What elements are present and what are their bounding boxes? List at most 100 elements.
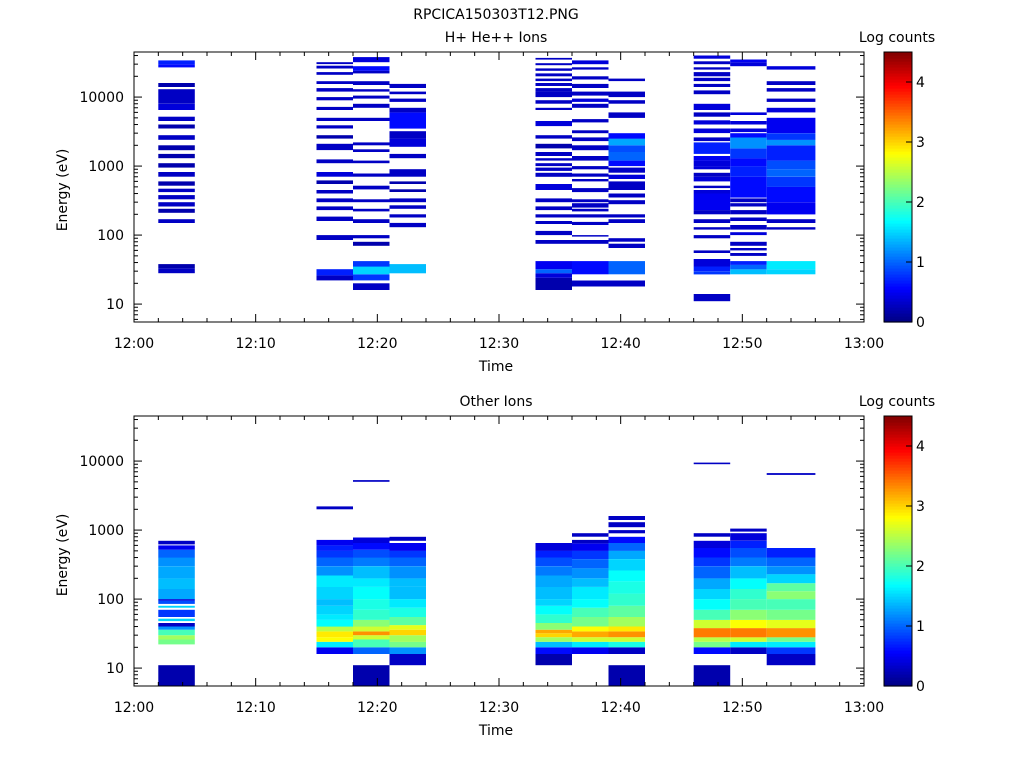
heatmap-cell [693, 271, 731, 275]
heatmap-cell [572, 156, 609, 161]
colorbar-segment [884, 178, 912, 182]
x-tick-label: 12:20 [357, 336, 397, 352]
colorbar-segment [884, 416, 912, 420]
heatmap-cell [730, 528, 767, 532]
heatmap-cell [353, 185, 390, 190]
heatmap-cell [158, 605, 195, 608]
heatmap-cell [693, 156, 731, 161]
heatmap-cell [608, 145, 645, 152]
heatmap-cell [535, 623, 572, 630]
heatmap-cell [353, 208, 390, 212]
heatmap-cell [535, 586, 572, 600]
colorbar-tick-label: 2 [916, 559, 925, 575]
colorbar-segment [884, 238, 912, 242]
heatmap-cell [158, 145, 195, 151]
panel-1-y-axis-label: Energy (eV) [55, 149, 71, 232]
heatmap-cell [693, 294, 731, 302]
heatmap-cell [535, 277, 572, 290]
heatmap-cell [693, 128, 731, 134]
colorbar-segment [884, 205, 912, 209]
colorbar-segment [884, 440, 912, 444]
colorbar-segment [884, 629, 912, 633]
heatmap-cell [608, 530, 645, 534]
colorbar-segment [884, 422, 912, 426]
heatmap-cell [535, 143, 572, 149]
heatmap-cell [572, 626, 609, 632]
heatmap-cell [389, 91, 426, 95]
colorbar-segment [884, 172, 912, 176]
heatmap-cell [766, 202, 816, 215]
heatmap-cell [316, 539, 353, 546]
heatmap-cell [693, 67, 731, 70]
heatmap-cell [158, 208, 195, 213]
heatmap-cell [693, 235, 731, 239]
colorbar-segment [884, 301, 912, 305]
heatmap-cell [389, 625, 426, 630]
figure-title: RPCICA150303T12.PNG [413, 7, 578, 23]
colorbar-segment [884, 244, 912, 248]
heatmap-cell [316, 637, 353, 642]
heatmap-cell [535, 152, 572, 156]
colorbar-segment [884, 551, 912, 555]
colorbar-segment [884, 256, 912, 260]
heatmap-cell [158, 549, 195, 558]
heatmap-cell [693, 166, 731, 170]
colorbar-segment [884, 232, 912, 236]
heatmap-cell [535, 163, 572, 167]
heatmap-cell [535, 637, 572, 642]
colorbar-segment [884, 527, 912, 531]
heatmap-cell [693, 599, 731, 610]
heatmap-cell [572, 145, 609, 151]
colorbar-segment [884, 611, 912, 615]
heatmap-cell [353, 70, 390, 74]
heatmap-cell [535, 641, 572, 648]
heatmap-cell [730, 166, 767, 177]
heatmap-cell [353, 103, 390, 108]
heatmap-cell [572, 103, 609, 108]
colorbar-segment [884, 488, 912, 492]
heatmap-cell [766, 574, 816, 584]
heatmap-cell [693, 462, 731, 465]
heatmap-cell [535, 261, 572, 270]
heatmap-cell [766, 145, 816, 161]
heatmap-cell [730, 112, 767, 115]
colorbar-segment [884, 665, 912, 669]
colorbar-tick-label: 0 [916, 679, 925, 695]
heatmap-cell [693, 120, 731, 125]
x-tick-label: 12:30 [479, 336, 519, 352]
heatmap-cell [766, 566, 816, 575]
heatmap-cell [353, 549, 390, 558]
heatmap-cell [730, 628, 767, 638]
heatmap-cell [572, 559, 609, 569]
x-tick-label: 12:10 [235, 336, 275, 352]
heatmap-cell [535, 557, 572, 567]
colorbar-segment [884, 64, 912, 68]
colorbar-segment [884, 121, 912, 125]
heatmap-cell [608, 160, 645, 167]
colorbar-segment [884, 67, 912, 71]
heatmap-cell [730, 133, 767, 138]
heatmap-cell [730, 540, 767, 548]
heatmap-cell [608, 637, 645, 642]
heatmap-cell [158, 64, 195, 68]
heatmap-cell [572, 67, 609, 70]
colorbar-segment [884, 473, 912, 477]
heatmap-cell [608, 647, 645, 654]
heatmap-cell [316, 190, 353, 194]
x-tick-label: 12:20 [357, 700, 397, 716]
heatmap-cell [535, 172, 572, 177]
heatmap-cell [730, 264, 767, 270]
heatmap-cell [316, 125, 353, 129]
colorbar-segment [884, 127, 912, 131]
panel-other-ions: Other Ions 12:00 12:10 12:20 12:30 12:40 12:5… [55, 394, 935, 739]
heatmap-cell [389, 586, 426, 600]
colorbar-segment [884, 578, 912, 582]
x-tick-label: 12:10 [235, 700, 275, 716]
heatmap-cell [693, 637, 731, 642]
heatmap-cell [353, 241, 390, 246]
heatmap-cell [730, 121, 767, 125]
colorbar-segment [884, 491, 912, 495]
heatmap-cell [535, 633, 572, 638]
heatmap-cell [572, 235, 609, 237]
heatmap-cell [766, 619, 816, 629]
